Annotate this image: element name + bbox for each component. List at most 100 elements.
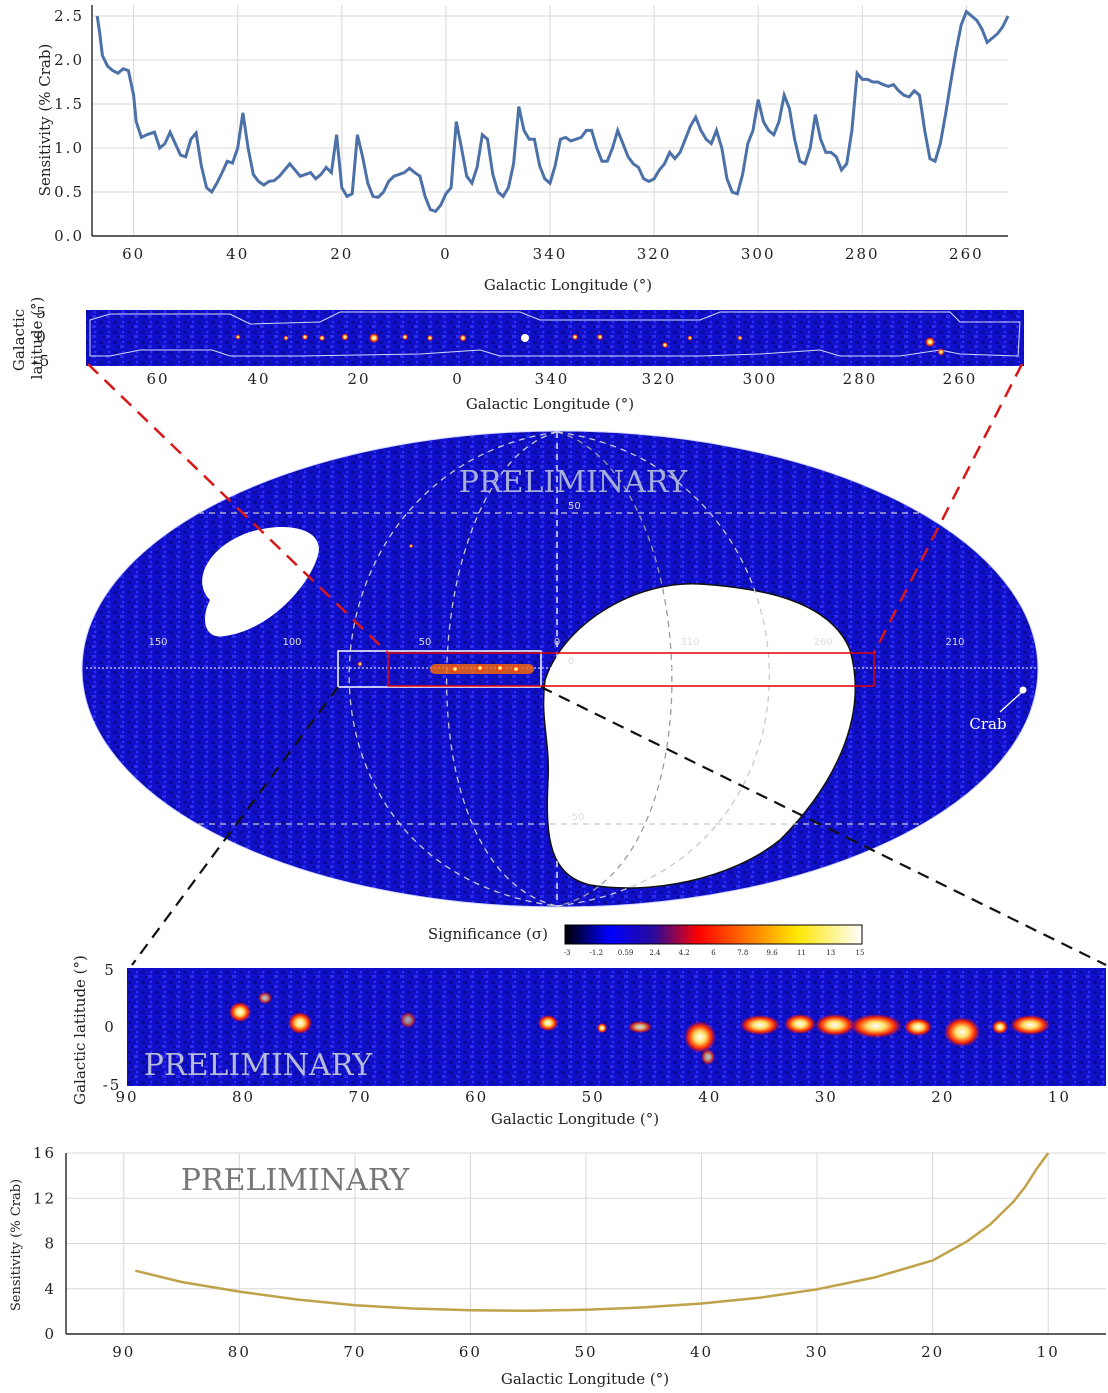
zoom-xtick-label: 70 xyxy=(349,1088,372,1106)
top-xtick-label: 300 xyxy=(741,245,776,263)
strip-xtick-label: 60 xyxy=(146,370,169,388)
zoom-xtick-label: 90 xyxy=(115,1088,138,1106)
zoom-box-white xyxy=(337,650,542,688)
top-ytick-label: 0.0 xyxy=(54,227,84,245)
top-xtick-label: 60 xyxy=(122,245,145,263)
sky-label-210: 210 xyxy=(945,637,964,648)
top-xtick-label: 0 xyxy=(440,245,452,263)
bottom-chart-y-ticks: 0 4 8 12 16 xyxy=(33,1144,56,1343)
bottom-xtick-label: 90 xyxy=(112,1343,135,1361)
top-chart-grid xyxy=(92,5,1008,237)
colorbar-tick-label: -3 xyxy=(564,949,571,957)
sky-label-150: 150 xyxy=(148,637,167,648)
plane-strip-ytick-0: 0 xyxy=(36,328,48,346)
sky-label-310: 310 xyxy=(680,637,699,648)
crab-label: Crab xyxy=(969,715,1006,733)
bottom-ytick-label: 12 xyxy=(33,1189,56,1207)
zoom-map-ytick-5: 5 xyxy=(104,961,116,979)
all-sky-map-border xyxy=(81,430,1039,908)
bottom-sensitivity-chart: 90 80 70 60 50 40 30 20 10 0 4 8 12 16 PRELIMINARY G… xyxy=(9,1144,1106,1388)
bottom-xtick-label: 60 xyxy=(459,1343,482,1361)
bottom-chart-y-label: Sensitivity (% Crab) xyxy=(9,1179,24,1311)
sky-label-100: 100 xyxy=(282,637,301,648)
top-xtick-label: 260 xyxy=(949,245,984,263)
zoom-map-x-ticks: 90 80 70 60 50 40 30 20 10 xyxy=(115,1088,1071,1106)
bottom-chart-watermark: PRELIMINARY xyxy=(181,1163,411,1198)
bottom-xtick-label: 80 xyxy=(228,1343,251,1361)
strip-xtick-label: 20 xyxy=(347,370,370,388)
zoom-xtick-label: 80 xyxy=(232,1088,255,1106)
colorbar-tick-label: -1.2 xyxy=(590,949,604,957)
bottom-xtick-label: 10 xyxy=(1037,1343,1060,1361)
bottom-xtick-label: 20 xyxy=(921,1343,944,1361)
bottom-chart-x-ticks: 90 80 70 60 50 40 30 20 10 xyxy=(112,1343,1060,1361)
top-chart-x-label: Galactic Longitude (°) xyxy=(484,276,652,294)
unobserved-region-north xyxy=(202,526,319,637)
zoom-map-panel: PRELIMINARY 5 0 -5 90 80 70 60 50 40 30 20 10 Ga… xyxy=(71,955,1106,1128)
all-sky-map-panel: Crab 150 100 50 0 310 260 210 50 -50 0 P… xyxy=(81,430,1039,908)
top-chart-y-label: Sensitivity (% Crab) xyxy=(36,44,54,197)
top-ytick-label: 1.5 xyxy=(54,95,84,113)
plane-strip-ytick-5: 5 xyxy=(36,304,48,322)
zoom-map-x-label: Galactic Longitude (°) xyxy=(491,1110,659,1128)
bottom-ytick-label: 4 xyxy=(44,1280,56,1298)
all-sky-plane-sources xyxy=(357,544,1027,694)
top-chart-x-ticks: 60 40 20 0 340 320 300 280 260 xyxy=(122,245,984,263)
plane-strip-y-label: latitude (°) xyxy=(28,297,46,380)
colorbar-tick-label: 11 xyxy=(797,949,806,957)
colorbar-tick-label: 9.6 xyxy=(767,949,779,957)
top-sensitivity-series xyxy=(95,9,1010,214)
plane-strip-sources xyxy=(235,333,945,356)
top-chart-y-ticks: 0.0 0.5 1.0 1.5 2.0 2.5 xyxy=(54,7,84,245)
significance-colorbar: Significance (σ) -3 -1.2 0.59 2.4 4.2 6 7.8 9.6… xyxy=(428,924,865,957)
zoom-map-ytick-0: 0 xyxy=(104,1018,116,1036)
colorbar-tick-label: 15 xyxy=(856,949,865,957)
bottom-xtick-label: 70 xyxy=(343,1343,366,1361)
top-xtick-label: 320 xyxy=(637,245,672,263)
bottom-ytick-label: 8 xyxy=(44,1235,56,1253)
colorbar-tick-label: 2.4 xyxy=(649,949,661,957)
plane-strip-y-label-line1: Galactic xyxy=(10,309,28,371)
sky-label-lat-neg50: -50 xyxy=(568,812,584,823)
sky-label-lat-0: 0 xyxy=(568,656,574,667)
strip-xtick-label: 0 xyxy=(452,370,464,388)
zoom-map-sources xyxy=(229,992,1050,1065)
strip-xtick-label: 260 xyxy=(943,370,978,388)
colorbar-tick-label: 0.59 xyxy=(618,949,634,957)
bottom-chart-x-label: Galactic Longitude (°) xyxy=(501,1370,669,1388)
zoom-connectors xyxy=(87,363,1107,966)
bottom-ytick-label: 16 xyxy=(33,1144,56,1162)
colorbar-tick-label: 4.2 xyxy=(679,949,690,957)
zoom-xtick-label: 30 xyxy=(815,1088,838,1106)
sky-label-260: 260 xyxy=(813,637,832,648)
colorbar-tick-label: 13 xyxy=(826,949,835,957)
zoom-map-watermark: PRELIMINARY xyxy=(144,1048,374,1083)
zoom-xtick-label: 20 xyxy=(931,1088,954,1106)
colorbar-tick-label: 6 xyxy=(711,949,716,957)
top-ytick-label: 1.0 xyxy=(54,139,84,157)
zoom-xtick-label: 60 xyxy=(465,1088,488,1106)
crab-source-marker xyxy=(1019,686,1027,694)
zoom-map-ytick-neg5: -5 xyxy=(103,1076,122,1094)
zoom-xtick-label: 10 xyxy=(1048,1088,1071,1106)
plane-strip-map xyxy=(86,310,1024,366)
sky-label-50: 50 xyxy=(419,637,432,648)
colorbar-gradient xyxy=(564,924,863,945)
plane-strip-x-ticks: 60 40 20 0 340 320 300 280 260 xyxy=(146,370,978,388)
top-xtick-label: 20 xyxy=(330,245,353,263)
strip-xtick-label: 320 xyxy=(642,370,677,388)
strip-xtick-label: 280 xyxy=(843,370,878,388)
unobserved-region-south xyxy=(542,583,856,889)
bottom-xtick-label: 40 xyxy=(690,1343,713,1361)
top-xtick-label: 340 xyxy=(533,245,568,263)
top-sensitivity-chart: 60 40 20 0 340 320 300 280 260 0.0 0.5 1.0 1.5 2.0 2.… xyxy=(36,5,1010,294)
crab-pointer-line xyxy=(999,691,1023,713)
zoom-xtick-label: 50 xyxy=(582,1088,605,1106)
zoom-box-red xyxy=(387,652,875,687)
colorbar-ticks: -3 -1.2 0.59 2.4 4.2 6 7.8 9.6 11 13 15 xyxy=(564,949,865,957)
sky-label-0: 0 xyxy=(554,637,560,648)
strip-xtick-label: 340 xyxy=(535,370,570,388)
zoom-map-y-label: Galactic latitude (°) xyxy=(71,955,89,1105)
top-xtick-label: 40 xyxy=(226,245,249,263)
